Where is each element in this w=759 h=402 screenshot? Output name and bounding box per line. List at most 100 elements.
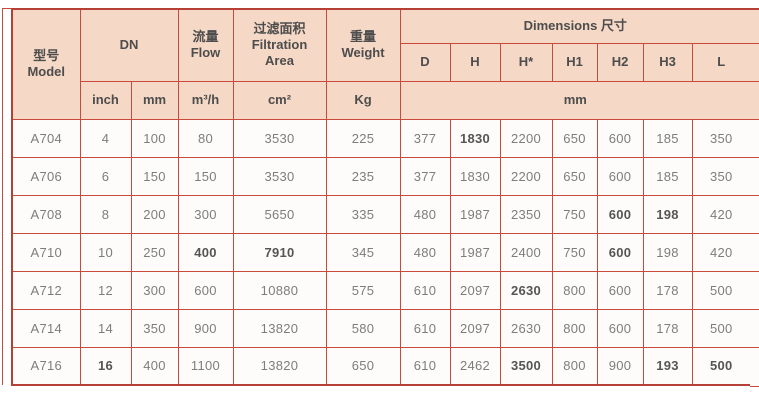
model-cell: A708 — [11, 194, 81, 234]
value-cell: 2462 — [449, 346, 501, 386]
cropped-cell — [750, 348, 759, 387]
model-cell: A704 — [11, 118, 81, 158]
cropped-cell — [750, 310, 759, 348]
value-cell: 600 — [596, 232, 644, 272]
cropped-cell — [750, 120, 759, 158]
col-header-flow: 流量 Flow — [177, 8, 234, 82]
value-cell: 2350 — [499, 194, 553, 234]
value-cell: 350 — [130, 308, 179, 348]
value-cell: 250 — [130, 232, 179, 272]
value-cell: 3500 — [499, 346, 553, 386]
value-cell: 420 — [691, 194, 752, 234]
col-header-model-zh: 型号 — [33, 48, 60, 64]
col-header-filtration-en1: Filtration — [251, 37, 308, 53]
model-cell: A712 — [11, 270, 81, 310]
value-cell: 2200 — [499, 156, 553, 196]
table-head: 型号 Model DN 流量 Flow 过滤面积 Filtration Area… — [11, 8, 752, 120]
value-cell: 150 — [177, 156, 234, 196]
value-cell: 1987 — [449, 232, 501, 272]
value-cell: 750 — [551, 194, 598, 234]
value-cell: 200 — [130, 194, 179, 234]
col-header-flow-en: Flow — [190, 45, 221, 61]
value-cell: 600 — [596, 308, 644, 348]
cropped-cell — [750, 272, 759, 310]
value-cell: 185 — [642, 156, 693, 196]
cropped-cell — [750, 196, 759, 234]
col-header-filtration-area: 过滤面积 Filtration Area — [232, 8, 327, 82]
value-cell: 2630 — [499, 270, 553, 310]
value-cell: 178 — [642, 270, 693, 310]
value-cell: 2200 — [499, 118, 553, 158]
value-cell: 1987 — [449, 194, 501, 234]
value-cell: 800 — [551, 308, 598, 348]
value-cell: 580 — [325, 308, 401, 348]
model-cell: A710 — [11, 232, 81, 272]
cropped-cell — [750, 234, 759, 272]
value-cell: 610 — [399, 270, 451, 310]
value-cell: 3530 — [232, 118, 327, 158]
value-cell: 4 — [79, 118, 132, 158]
cropped-left-border-stub — [2, 8, 11, 9]
value-cell: 6 — [79, 156, 132, 196]
cropped-cell — [750, 158, 759, 196]
value-cell: 610 — [399, 346, 451, 386]
table-row: A714 14 350 900 13820 580 610 2097 2630 800 600 178… — [11, 308, 752, 348]
table-body: A704 4 100 80 3530 225 377 1830 2200 650 600 185 350… — [11, 118, 752, 386]
col-header-h-star: H* — [499, 42, 553, 82]
col-header-dn: DN — [79, 8, 179, 82]
table-row: A710 10 250 400 7910 345 480 1987 2400 750 600 198 4… — [11, 232, 752, 272]
value-cell: 377 — [399, 118, 451, 158]
value-cell: 150 — [130, 156, 179, 196]
col-header-h3: H3 — [642, 42, 693, 82]
value-cell: 400 — [130, 346, 179, 386]
value-cell: 900 — [177, 308, 234, 348]
value-cell: 2400 — [499, 232, 553, 272]
value-cell: 3530 — [232, 156, 327, 196]
unit-flow: m³/h — [177, 80, 234, 120]
table-row: A708 8 200 300 5650 335 480 1987 2350 750 600 198 42… — [11, 194, 752, 234]
col-header-h2: H2 — [596, 42, 644, 82]
value-cell: 100 — [130, 118, 179, 158]
value-cell: 400 — [177, 232, 234, 272]
col-header-flow-zh: 流量 — [192, 29, 219, 45]
value-cell: 600 — [596, 156, 644, 196]
value-cell: 300 — [130, 270, 179, 310]
value-cell: 650 — [551, 156, 598, 196]
unit-mm: mm — [130, 80, 179, 120]
value-cell: 178 — [642, 308, 693, 348]
unit-filtration: cm² — [232, 80, 327, 120]
value-cell: 480 — [399, 232, 451, 272]
value-cell: 5650 — [232, 194, 327, 234]
table-row: A712 12 300 600 10880 575 610 2097 2630 800 600 178… — [11, 270, 752, 310]
model-cell: A716 — [11, 346, 81, 386]
col-header-l: L — [691, 42, 752, 82]
value-cell: 500 — [691, 308, 752, 348]
col-header-weight: 重量 Weight — [325, 8, 401, 82]
value-cell: 2097 — [449, 270, 501, 310]
col-header-filtration-en2: Area — [265, 53, 294, 69]
value-cell: 600 — [177, 270, 234, 310]
value-cell: 7910 — [232, 232, 327, 272]
value-cell: 600 — [596, 118, 644, 158]
col-header-dn-label: DN — [119, 37, 139, 53]
value-cell: 8 — [79, 194, 132, 234]
table-row: A704 4 100 80 3530 225 377 1830 2200 650 600 185 350 — [11, 118, 752, 158]
cropped-cell — [750, 82, 759, 120]
value-cell: 500 — [691, 270, 752, 310]
value-cell: 1830 — [449, 118, 501, 158]
col-header-d: D — [399, 42, 451, 82]
value-cell: 335 — [325, 194, 401, 234]
cropped-cell — [750, 44, 759, 82]
value-cell: 900 — [596, 346, 644, 386]
model-cell: A714 — [11, 308, 81, 348]
unit-weight: Kg — [325, 80, 401, 120]
value-cell: 193 — [642, 346, 693, 386]
col-header-dimensions: Dimensions 尺寸 — [399, 8, 752, 44]
value-cell: 2097 — [449, 308, 501, 348]
cropped-column-right — [750, 8, 759, 387]
value-cell: 500 — [691, 346, 752, 386]
value-cell: 650 — [551, 118, 598, 158]
value-cell: 480 — [399, 194, 451, 234]
col-header-model-en: Model — [27, 64, 66, 80]
